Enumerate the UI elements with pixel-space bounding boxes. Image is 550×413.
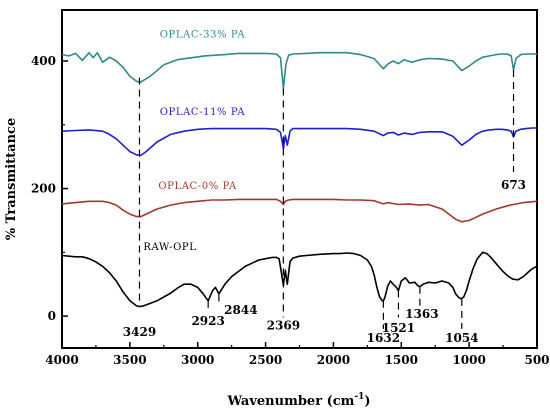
peak-label-2369: 2369 [267,318,300,332]
series-label-oplac-0-pa: OPLAC-0% PA [158,181,237,192]
y-tick-label: 200 [31,182,56,196]
series-layer [61,51,538,308]
peak-label-3429: 3429 [123,325,156,339]
y-axis-title: % Transmittance [4,118,19,240]
x-axis-title-superscript: -1 [354,392,364,402]
series-label-oplac-33-pa: OPLAC-33% PA [160,29,246,40]
x-tick-label: 1500 [385,353,418,367]
x-tick-label: 4000 [45,353,78,367]
x-tick-label: 1000 [452,353,485,367]
peak-label-673: 673 [501,178,526,192]
series-label-raw-opl: RAW-OPL [143,242,196,253]
peak-label-1363: 1363 [405,307,438,321]
x-tick-label: 3000 [181,353,214,367]
x-tick-label: 2000 [317,353,350,367]
x-tick-label: 500 [524,353,549,367]
series-line-oplac-0-pa [61,198,538,223]
peak-label-1632: 1632 [367,331,400,345]
series-line-oplac-11-pa [61,127,537,157]
x-axis-title-main: Wavenumber (cm [226,394,354,409]
x-axis-title: Wavenumber (cm-1) [226,392,370,409]
series-line-oplac-33-pa [61,51,537,90]
tick-layer: 4000 3500 3000 2500 2000 1500 1000 500 0 200 400 [31,54,550,367]
peak-label-2844: 2844 [224,303,257,317]
x-tick-label: 2500 [249,353,282,367]
series-line-raw-opl [61,251,538,308]
y-tick-label: 0 [48,309,56,323]
x-tick-label: 3500 [113,353,146,367]
x-axis-title-close: ) [364,394,370,409]
plot-area-frame [61,9,538,349]
series-label-layer: OPLAC-33% PA OPLAC-11% PA OPLAC-0% PA RAW-O… [143,29,246,253]
peak-label-1054: 1054 [445,331,478,345]
series-label-oplac-11-pa: OPLAC-11% PA [160,107,246,118]
peak-label-2923: 2923 [191,314,224,328]
peak-label-1521: 1521 [382,321,415,335]
y-tick-label: 400 [31,54,56,68]
